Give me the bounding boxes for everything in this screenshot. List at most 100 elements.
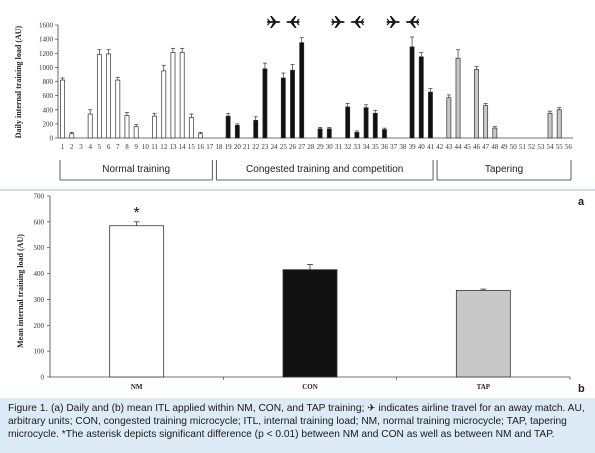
panel-a-x-tick-label: 11: [151, 143, 158, 151]
panel-a-x-tick-label: 3: [79, 143, 83, 151]
panel-a-x-tick-label: 14: [179, 143, 187, 151]
panel-a-bar: [483, 105, 489, 139]
panel-b-y-tick-label: 700: [34, 193, 45, 201]
panel-a-x-tick-label: 23: [261, 143, 269, 151]
panel-a-x-tick-label: 44: [455, 143, 463, 151]
panel-a-x-tick-label: 18: [215, 143, 223, 151]
panel-a-x-tick-label: 2: [70, 143, 74, 151]
panel-a-bar: [455, 57, 461, 139]
phase-label: Congested training and competition: [246, 164, 403, 175]
panel-a-y-axis-title: Daily internal training load (AU): [14, 25, 23, 138]
panel-a-x-tick-label: 51: [519, 143, 527, 151]
panel-a-x-tick-label: 16: [197, 143, 205, 151]
panel-a-x-tick-label: 6: [107, 143, 111, 151]
panel-a-bar: [133, 126, 139, 139]
panel-a-phase-brackets: Normal training Congested training and co…: [59, 160, 572, 181]
panel-a-bar: [345, 106, 351, 139]
panel-a-x-tick-label: 49: [501, 143, 509, 151]
panel-a-x-tick-label: 17: [206, 143, 214, 151]
panel-a-bar: [428, 91, 433, 139]
panel-a-bar: [280, 77, 286, 139]
panel-b-y-axis-title: Mean internal training load (AU): [16, 234, 25, 348]
panel-b-category-label: TAP: [477, 383, 491, 391]
significance-asterisk: *: [134, 205, 140, 222]
panel-a-bar: [317, 128, 323, 139]
panel-a-bar: [106, 53, 111, 139]
panel-a-y-tick-label: 1400: [39, 36, 54, 44]
panel-a-bar: [290, 69, 295, 139]
panel-a-x-tick-label: 42: [436, 143, 444, 151]
panel-a-bar: [87, 113, 93, 139]
panel-a-x-tick-label: 39: [409, 143, 417, 151]
panel-a-bar: [556, 109, 562, 139]
panel-b-y-tick-label: 400: [34, 270, 45, 278]
panel-a-y-tick-label: 1200: [39, 50, 54, 58]
panel-a-bar: [234, 124, 240, 139]
panel-a-x-tick-label: 50: [510, 143, 518, 151]
panel-a-x-tick-label: 26: [289, 143, 297, 151]
panel-a-x-tick-label: 8: [125, 143, 129, 151]
panel-a-daily-itl-chart: Daily internal training load (AU) 0 200 40…: [14, 16, 585, 208]
panel-a-x-tick-label: 15: [188, 143, 196, 151]
panel-a-x-tick-label: 24: [271, 143, 279, 151]
panel-a-y-tick-label: 1600: [39, 22, 54, 30]
panel-a-bars: [60, 36, 562, 139]
panel-b-y-tick-label: 500: [34, 244, 45, 252]
panel-a-x-tick-label: 5: [98, 143, 102, 151]
panel-a-x-tick-label: 19: [225, 143, 233, 151]
panel-a-y-tick-label: 200: [43, 120, 54, 128]
panel-a-y-tick-label: 600: [43, 92, 54, 100]
panel-a-x-tick-label: 27: [298, 143, 306, 151]
panel-a-bar: [382, 129, 387, 139]
panel-b-category-label: CON: [302, 383, 318, 391]
panel-a-x-tick-label: 54: [547, 143, 555, 151]
panel-a-x-tick-label: 28: [307, 143, 315, 151]
airplane-icon: [405, 16, 420, 28]
panel-a-bar: [225, 115, 231, 139]
panel-a-bar: [115, 79, 121, 139]
airplane-icon: [331, 16, 345, 28]
panel-a-bar: [372, 112, 378, 139]
panel-b-label: b: [578, 383, 585, 395]
panel-a-bar: [409, 46, 415, 139]
panel-a-x-tick-label: 30: [326, 143, 334, 151]
panel-a-x-tick-label: 46: [473, 143, 481, 151]
panel-a-y-tick-label: 1000: [39, 64, 54, 72]
panel-a-bar: [262, 68, 268, 139]
panel-a-x-tick-label: 48: [491, 143, 499, 151]
panel-a-x-tick-label: 43: [445, 143, 453, 151]
panel-a-y-tick-label: 400: [43, 106, 54, 114]
panel-a-bar: [474, 69, 479, 139]
panel-a-x-tick-label: 29: [317, 143, 325, 151]
panel-a-bar: [69, 133, 75, 139]
panel-a-x-tick-label: 20: [234, 143, 242, 151]
panel-a-bar: [188, 117, 194, 139]
panel-b-bar-nm: [109, 225, 165, 378]
panel-a-x-tick-label: 56: [565, 143, 573, 151]
panel-a-x-tick-label: 36: [381, 143, 389, 151]
panel-a-x-tick-label: 47: [482, 143, 490, 151]
panel-a-x-ticks: 1 2 3 4 5 6 7 8 9 10 11 12 13 14 15 16 17 18 19 20 21 22 23 24 2…: [61, 143, 573, 151]
panel-a-x-tick-label: 12: [160, 143, 168, 151]
panel-a-x-tick-label: 45: [464, 143, 472, 151]
panel-a-x-tick-label: 21: [243, 143, 251, 151]
panel-a-bar: [161, 70, 167, 139]
panel-b-bar-con: [282, 269, 338, 378]
panel-a-bar: [253, 119, 259, 139]
panel-b-y-tick-label: 600: [34, 218, 45, 226]
panel-a-bar: [363, 107, 369, 139]
panel-a-bar: [170, 52, 176, 139]
panel-a-bar: [96, 54, 102, 139]
panel-b-y-tick-label: 0: [41, 374, 45, 382]
airplane-icon: [266, 16, 281, 28]
panel-a-bar: [326, 128, 332, 139]
panel-a-x-tick-label: 31: [335, 143, 343, 151]
panel-b-y-tick-label: 100: [34, 348, 45, 356]
panel-a-x-tick-label: 55: [556, 143, 564, 151]
panel-a-x-tick-label: 38: [399, 143, 407, 151]
panel-b-bars: *: [109, 205, 511, 378]
panel-a-x-tick-label: 53: [537, 143, 545, 151]
panel-a-bar: [179, 52, 185, 139]
panel-a-x-tick-label: 4: [88, 143, 92, 151]
